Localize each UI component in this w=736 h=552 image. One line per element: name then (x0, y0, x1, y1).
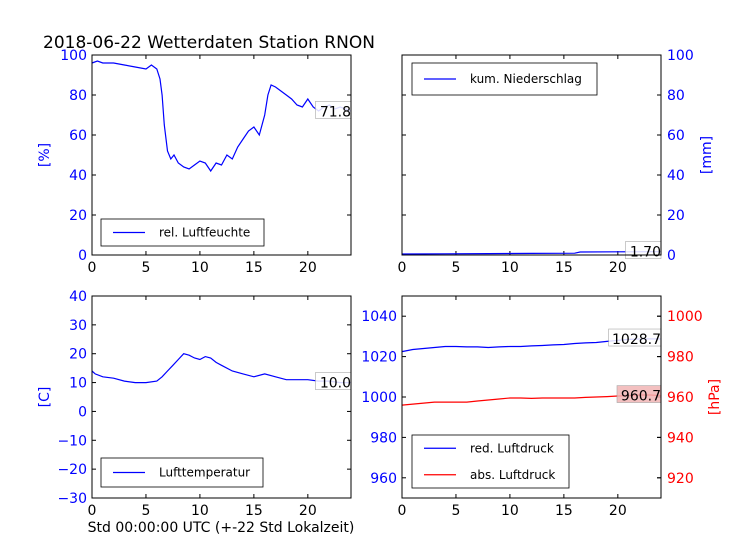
x-tick-label: 5 (451, 503, 460, 519)
plot-frame (401, 54, 662, 256)
x-tick-label: 15 (555, 260, 573, 276)
chart-panel-pressure: 0 5 10 15 20 960 980 1000 1020 1040 920 940 960 980 10… (361, 295, 723, 519)
figure-title: 2018-06-22 Wetterdaten Station RNON (43, 33, 375, 53)
y-axis-label: [mm] (699, 136, 715, 174)
x-tick-label: 5 (451, 260, 460, 276)
y-right-tick-label: 980 (667, 350, 694, 366)
y-tick-label: 0 (667, 248, 676, 264)
y-tick-label: −30 (57, 491, 87, 507)
legend-label: rel. Luftfeuchte (159, 226, 250, 240)
y-tick-label: 20 (667, 208, 685, 224)
x-tick-label: 0 (88, 503, 97, 519)
legend: rel. Luftfeuchte (100, 218, 265, 247)
x-tick-label: 0 (88, 260, 97, 276)
x-tick-label: 15 (555, 503, 573, 519)
x-tick-label: 10 (501, 503, 519, 519)
y-tick-label: 1040 (361, 309, 397, 325)
y-right-axis-label: [hPa] (707, 379, 723, 415)
y-right-tick-label: 940 (667, 430, 694, 446)
legend-label: kum. Niederschlag (470, 72, 582, 86)
x-tick-label: 20 (299, 503, 317, 519)
legend-label: red. Luftdruck (470, 441, 554, 455)
y-tick-label: 1000 (361, 390, 397, 406)
y-axis-label: [%] (37, 143, 53, 167)
y-right-tick-label: 920 (667, 471, 694, 487)
legend: kum. Niederschlag (411, 62, 598, 96)
annotation-value: 71.8 (320, 104, 351, 120)
y-tick-label: 20 (69, 347, 87, 363)
plot-frame (91, 295, 352, 499)
y-tick-label: 0 (78, 404, 87, 420)
y-tick-label: 100 (667, 48, 694, 64)
x-tick-label: 10 (191, 503, 209, 519)
y-tick-label: −20 (57, 462, 87, 478)
chart-panel-rain: 0 5 10 15 20 0 20 40 60 80 100 [mm] 1.70 kum. Nieders… (398, 48, 715, 276)
bottom-x-axis-label: Std 00:00:00 UTC (+-22 Std Lokalzeit) (88, 520, 355, 536)
legend-box (411, 434, 570, 489)
y-tick-label: 100 (60, 48, 87, 64)
y-tick-label: 60 (667, 128, 685, 144)
annotation-value: 960.7 (621, 389, 661, 405)
y-right-tick-label: 1000 (667, 309, 703, 325)
y-tick-label: 80 (667, 88, 685, 104)
legend: red. Luftdruck abs. Luftdruck (411, 434, 570, 489)
legend: Lufttemperatur (100, 457, 264, 488)
plot-frame (401, 295, 662, 499)
x-tick-label: 20 (609, 503, 627, 519)
x-tick-label: 20 (299, 260, 317, 276)
y-tick-label: 20 (69, 208, 87, 224)
legend-label: abs. Luftdruck (470, 468, 555, 482)
series-line-kum-niederschlag (401, 251, 662, 255)
chart-panel-humidity: 0 5 10 15 20 0 20 40 60 80 100 [%] 71.8 rel. Luftfeuc… (37, 48, 352, 276)
y-tick-label: 0 (78, 248, 87, 264)
y-tick-label: 1020 (361, 350, 397, 366)
annotation-value: 1028.7 (612, 332, 661, 348)
series-line-lufttemperatur (91, 353, 351, 384)
plot-frame (91, 54, 352, 256)
y-tick-label: 10 (69, 376, 87, 392)
series-line-rel-luftfeuchte (91, 60, 352, 173)
x-tick-label: 15 (245, 260, 263, 276)
x-tick-label: 10 (501, 260, 519, 276)
annotation-value: 1.70 (630, 245, 661, 261)
x-tick-label: 20 (609, 260, 627, 276)
y-tick-label: 40 (69, 289, 87, 305)
y-tick-label: 980 (370, 430, 397, 446)
y-right-tick-label: 960 (667, 390, 694, 406)
y-axis-label: [C] (37, 387, 53, 408)
y-tick-label: 40 (69, 168, 87, 184)
y-tick-label: 30 (69, 318, 87, 334)
y-tick-label: 40 (667, 168, 685, 184)
legend-label: Lufttemperatur (159, 466, 250, 480)
x-tick-label: 0 (398, 503, 407, 519)
y-tick-label: −10 (57, 433, 87, 449)
annotation-value: 10.0 (320, 376, 351, 392)
y-tick-label: 60 (69, 128, 87, 144)
x-tick-label: 5 (141, 503, 150, 519)
chart-panel-temperature: 0 5 10 15 20 −30 −20 −10 0 10 20 30 40 [C] 10.0 Lufttem… (37, 289, 352, 519)
x-tick-label: 15 (245, 503, 263, 519)
y-tick-label: 80 (69, 88, 87, 104)
x-tick-label: 5 (141, 260, 150, 276)
x-tick-label: 10 (191, 260, 209, 276)
x-tick-label: 0 (398, 260, 407, 276)
y-tick-label: 960 (370, 471, 397, 487)
